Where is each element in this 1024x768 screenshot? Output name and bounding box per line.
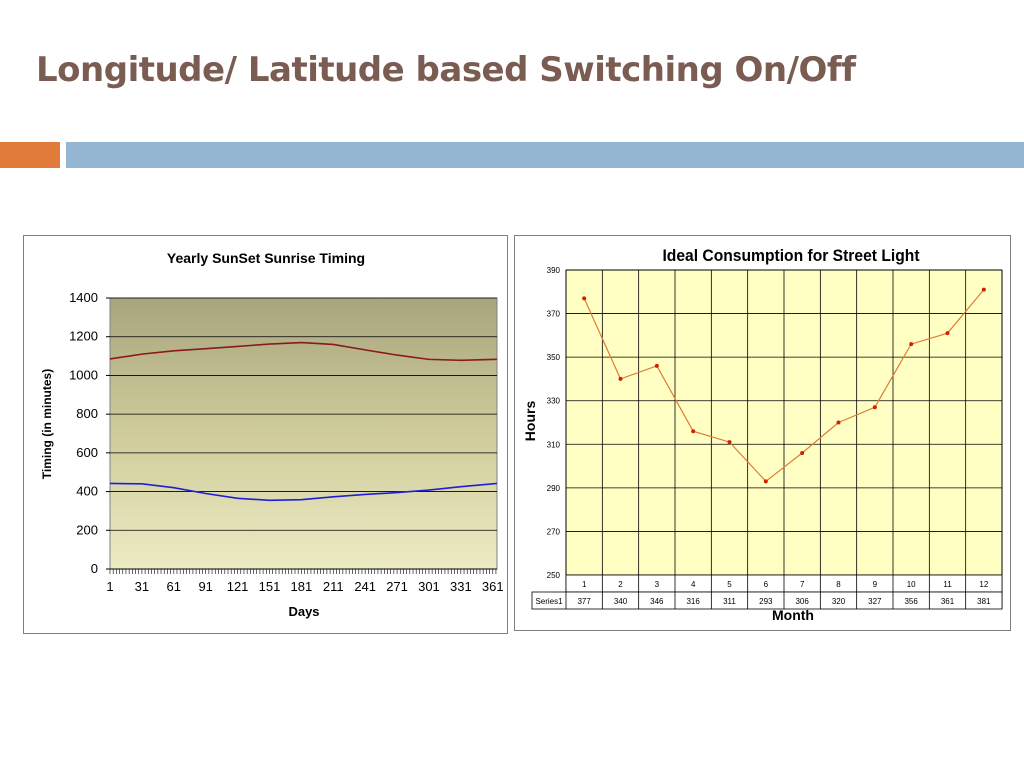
chart1-x-tick-label: 301 (418, 579, 440, 594)
street-light-chart: Ideal Consumption for Street Light Hours… (514, 235, 1011, 631)
chart2-table-value: 311 (723, 597, 736, 606)
chart2-data-point (727, 440, 732, 445)
chart2-table-value: 381 (977, 597, 991, 606)
chart2-x-tick-label: 6 (764, 580, 769, 589)
chart1-x-tick-label: 121 (227, 579, 249, 594)
slide-title: Longitude/ Latitude based Switching On/O… (36, 50, 856, 90)
chart2-data-point (981, 287, 986, 292)
chart2-x-tick-label: 3 (655, 580, 660, 589)
chart1-y-tick-label: 800 (76, 406, 98, 421)
chart2-title: Ideal Consumption for Street Light (662, 246, 920, 265)
chart2-x-tick-label: 11 (943, 580, 952, 589)
chart2-data-point (800, 451, 805, 455)
chart2-table-value: 356 (904, 597, 918, 606)
chart2-data-point (836, 420, 841, 425)
chart1-x-tick-label: 1 (106, 579, 113, 594)
chart2-y-tick-label: 290 (547, 484, 561, 493)
chart2-table-value: 306 (795, 597, 809, 606)
chart2-table-value: 340 (614, 597, 628, 606)
chart1-x-tick-label: 151 (259, 579, 281, 594)
chart2-x-tick-label: 5 (727, 580, 732, 589)
chart2-data-point (691, 429, 696, 434)
chart2-y-tick-label: 390 (547, 266, 561, 275)
chart2-table-value: 293 (759, 597, 773, 606)
chart2-x-tick-label: 9 (873, 580, 878, 589)
chart1-y-tick-label: 1200 (69, 329, 98, 344)
chart2-table-row (531, 591, 1003, 610)
chart2-x-tick-label: 10 (907, 580, 916, 589)
chart2-y-tick-label: 330 (547, 397, 561, 406)
chart1-x-axis-label: Days (288, 604, 319, 619)
sunset-sunrise-chart-svg: Yearly SunSet Sunrise Timing Timing (in … (40, 250, 504, 619)
chart2-x-tick-label: 8 (836, 580, 841, 589)
chart1-y-tick-label: 600 (76, 445, 98, 460)
chart1-y-tick-label: 1400 (69, 290, 98, 305)
chart2-y-tick-label: 310 (547, 440, 561, 449)
chart1-x-tick-label: 241 (354, 579, 376, 594)
chart2-table-value: 327 (868, 597, 882, 606)
chart2-y-tick-label: 270 (547, 527, 561, 536)
chart1-x-tick-label: 181 (291, 579, 313, 594)
chart1-series-1-line (109, 341, 498, 362)
accent-bar-orange (0, 142, 60, 168)
chart2-table-row-label: Series1 (535, 597, 563, 606)
chart2-data-point (909, 342, 914, 347)
chart2-data-point (618, 376, 623, 381)
chart2-x-tick-label: 12 (979, 580, 988, 589)
sunset-sunrise-chart: Yearly SunSet Sunrise Timing Timing (in … (23, 235, 508, 634)
chart1-plot-area (109, 297, 498, 570)
chart2-x-tick-label: 7 (800, 580, 805, 589)
chart2-table-value: 316 (686, 597, 700, 606)
chart2-table-value: 346 (650, 597, 664, 606)
chart2-x-axis-label: Month (772, 607, 814, 623)
chart1-y-axis-label: Timing (in minutes) (40, 369, 54, 479)
chart2-data-point (945, 331, 950, 336)
chart2-data-point (872, 405, 877, 410)
chart1-x-tick-label: 91 (198, 579, 212, 594)
chart1-x-tick-label: 211 (323, 579, 344, 594)
chart1-y-tick-label: 400 (76, 484, 98, 499)
chart2-data-point (582, 296, 587, 301)
chart2-data-point (763, 479, 768, 484)
chart2-y-tick-label: 250 (547, 571, 561, 580)
chart1-x-tick-label: 31 (135, 579, 149, 594)
chart2-table-value: 361 (941, 597, 955, 606)
chart2-y-axis-label: Hours (522, 401, 538, 442)
chart2-series-line (583, 289, 985, 483)
accent-bar-blue (66, 142, 1024, 168)
street-light-chart-svg: Ideal Consumption for Street Light Hours… (522, 246, 1003, 623)
chart2-x-tick-label: 2 (618, 580, 623, 589)
chart2-table-value: 377 (577, 597, 591, 606)
chart1-y-tick-label: 1000 (69, 367, 98, 382)
chart2-y-tick-label: 370 (547, 310, 561, 319)
chart1-x-tick-label: 61 (167, 579, 181, 594)
chart2-data-point (654, 363, 659, 368)
chart2-x-tick-label: 4 (691, 580, 696, 589)
chart1-y-tick-label: 200 (76, 522, 98, 537)
chart1-x-tick-label: 271 (386, 579, 408, 594)
chart2-table-value: 320 (832, 597, 846, 606)
chart1-series-2-line (109, 482, 498, 502)
chart1-x-tick-label: 331 (450, 579, 472, 594)
chart2-x-tick-label: 1 (582, 580, 587, 589)
chart2-y-tick-label: 350 (547, 353, 561, 362)
chart1-title: Yearly SunSet Sunrise Timing (167, 250, 365, 266)
chart1-y-tick-label: 0 (91, 561, 98, 576)
chart1-x-tick-label: 361 (482, 579, 504, 594)
